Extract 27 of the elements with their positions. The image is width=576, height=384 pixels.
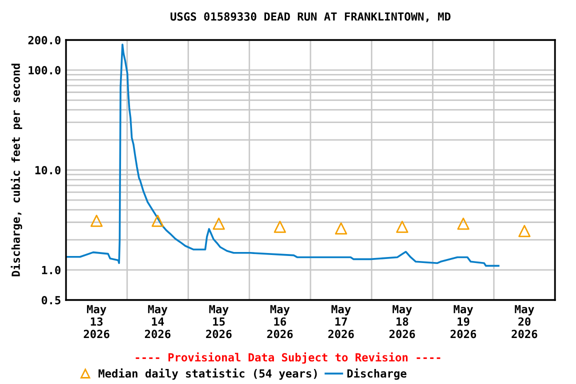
point [457,218,470,230]
point [334,222,348,235]
point [90,214,103,227]
x-tick-label: May 14 2026 [144,305,170,338]
y-tick-label: 200.0 [28,36,60,44]
line-series [66,44,500,267]
point [274,220,286,233]
point [152,214,164,227]
text: ---- Provisional Data Subject to Revision ---- [136,352,440,364]
point [396,220,408,233]
y-tick-label: 100.0 [28,66,60,74]
x-tick-label: May 19 2026 [450,305,476,338]
legend-label: Median daily statistic (54 years) [98,368,317,380]
x-tick-label: May 15 2026 [206,305,232,338]
x-tick-label: May 13 2026 [84,305,110,338]
x-tick-label: May 20 2026 [512,305,538,338]
y-tick-label: 10.0 [35,166,60,174]
chart-title: USGS 01589330 DEAD RUN AT FRANKLINTOWN, MD [170,12,450,22]
x-tick-label: May 16 2026 [267,305,293,338]
legend-label: Discharge [347,368,406,380]
y-tick-label: 1.0 [42,266,60,274]
y-tick-label: 0.5 [42,296,60,304]
y-axis-title: Discharge, cubic feet per second [10,64,22,276]
x-tick-label: May 17 2026 [328,305,354,338]
point [518,224,531,238]
point [212,218,225,230]
x-tick-label: May 18 2026 [389,305,415,338]
